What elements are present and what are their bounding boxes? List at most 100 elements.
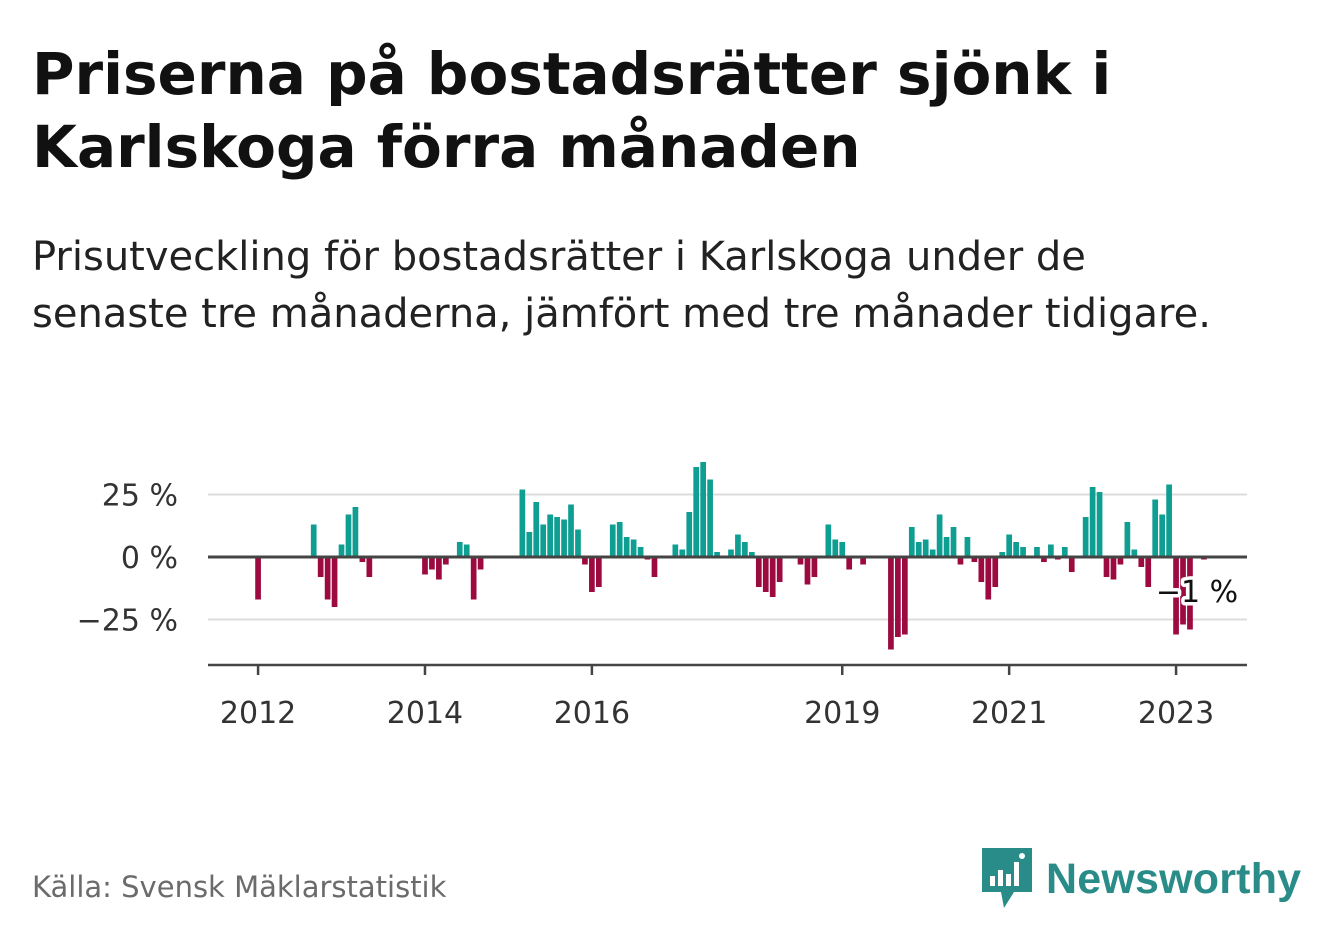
bar bbox=[589, 557, 595, 592]
bar bbox=[825, 524, 832, 557]
bars bbox=[255, 462, 1207, 650]
bar bbox=[331, 557, 338, 607]
brand-name: Newsworthy bbox=[1046, 854, 1302, 903]
bar bbox=[345, 514, 352, 557]
bar bbox=[463, 544, 470, 557]
bar bbox=[762, 557, 769, 592]
bar bbox=[1145, 557, 1152, 587]
bar bbox=[714, 552, 720, 557]
bar bbox=[1138, 557, 1145, 567]
bar bbox=[888, 557, 894, 650]
bar bbox=[846, 557, 853, 570]
bar bbox=[922, 539, 929, 557]
bar bbox=[436, 557, 442, 580]
bar bbox=[1089, 487, 1096, 557]
bar bbox=[1166, 484, 1172, 557]
bar bbox=[1082, 517, 1089, 557]
bar bbox=[1117, 557, 1124, 565]
bar bbox=[1020, 547, 1026, 557]
bar bbox=[1006, 534, 1013, 557]
bar bbox=[950, 527, 957, 557]
bar bbox=[672, 544, 679, 557]
bar bbox=[999, 552, 1006, 557]
bar bbox=[707, 479, 713, 557]
bar bbox=[769, 557, 776, 597]
bar bbox=[616, 522, 623, 557]
bar bbox=[456, 542, 463, 557]
bar bbox=[860, 557, 866, 565]
bar bbox=[908, 527, 915, 557]
bar bbox=[609, 524, 616, 557]
bar bbox=[526, 532, 533, 557]
bar bbox=[735, 534, 741, 557]
bar bbox=[936, 514, 943, 557]
bar bbox=[839, 542, 846, 557]
axes bbox=[208, 555, 1247, 667]
bar bbox=[776, 557, 783, 582]
bar bbox=[1110, 557, 1117, 580]
bar bbox=[310, 524, 317, 557]
bar bbox=[811, 557, 818, 577]
bar bbox=[895, 557, 901, 637]
bar bbox=[679, 549, 686, 557]
bar bbox=[1187, 557, 1193, 630]
bar bbox=[540, 524, 547, 557]
bar bbox=[595, 557, 602, 587]
bar bbox=[901, 557, 908, 635]
bar bbox=[422, 557, 428, 575]
bar bbox=[651, 557, 658, 577]
bar bbox=[992, 557, 999, 587]
bar bbox=[964, 537, 971, 557]
bar bbox=[429, 557, 435, 570]
bar bbox=[1048, 544, 1054, 557]
bar bbox=[1041, 557, 1047, 562]
bar-chart: 25 % 0 % −25 % 2012 2014 2016 2019 2021 2023 −1… bbox=[77, 462, 1247, 731]
bar bbox=[1173, 557, 1179, 635]
bar bbox=[623, 537, 630, 557]
bar bbox=[630, 539, 637, 557]
bar bbox=[915, 542, 922, 557]
x-tick-label: 2023 bbox=[1138, 696, 1214, 731]
bar bbox=[366, 557, 373, 577]
bar bbox=[1061, 547, 1068, 557]
bar bbox=[728, 549, 734, 557]
bar bbox=[943, 537, 950, 557]
bar bbox=[1159, 514, 1165, 557]
bar bbox=[700, 462, 707, 557]
bar bbox=[533, 502, 540, 557]
x-axis-ticks: 2012 2014 2016 2019 2021 2023 bbox=[220, 665, 1214, 731]
bar bbox=[317, 557, 324, 577]
bar bbox=[1180, 557, 1186, 625]
chart-title: Priserna på bostadsrätter sjönk i Karlsk… bbox=[32, 40, 1112, 181]
bar bbox=[1068, 557, 1075, 572]
y-axis-ticks: 25 % 0 % −25 % bbox=[77, 479, 178, 639]
y-tick-label: 0 % bbox=[121, 541, 178, 576]
bar bbox=[957, 557, 964, 565]
x-tick-label: 2019 bbox=[804, 696, 880, 731]
bar bbox=[519, 489, 526, 557]
chart-subtitle: Prisutveckling för bostadsrätter i Karls… bbox=[32, 234, 1211, 337]
bar bbox=[1013, 542, 1019, 557]
bar bbox=[575, 529, 581, 557]
bar bbox=[1152, 499, 1159, 557]
bar bbox=[255, 557, 261, 600]
source-text: Källa: Svensk Mäklarstatistik bbox=[32, 870, 447, 904]
bar bbox=[1096, 492, 1103, 557]
bar bbox=[324, 557, 331, 600]
last-value-label: −1 % bbox=[1156, 575, 1238, 610]
bar bbox=[554, 517, 560, 557]
x-tick-label: 2012 bbox=[220, 696, 296, 731]
bar bbox=[742, 542, 748, 557]
bar bbox=[1034, 547, 1040, 557]
bar bbox=[561, 519, 567, 557]
bar bbox=[804, 557, 811, 585]
bar bbox=[352, 507, 359, 557]
bar bbox=[748, 552, 755, 557]
bar bbox=[686, 512, 693, 557]
bar bbox=[832, 539, 839, 557]
x-tick-label: 2016 bbox=[554, 696, 630, 731]
bar bbox=[1124, 522, 1131, 557]
bar bbox=[929, 549, 936, 557]
bar bbox=[1131, 549, 1138, 557]
bar bbox=[470, 557, 477, 600]
